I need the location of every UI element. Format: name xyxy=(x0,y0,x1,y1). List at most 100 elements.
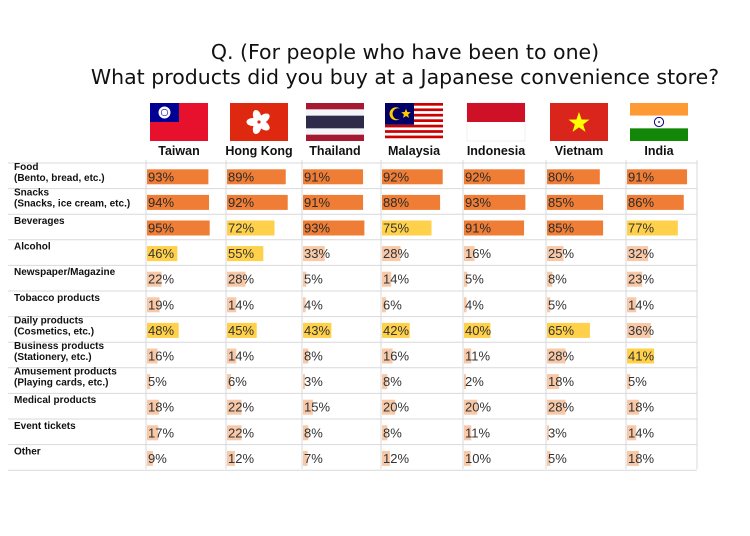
value-label: 94% xyxy=(148,195,174,210)
value-label: 18% xyxy=(148,400,174,415)
value-bar xyxy=(147,194,210,210)
value-label: 18% xyxy=(628,400,654,415)
value-label: 91% xyxy=(628,169,654,184)
value-bar xyxy=(382,220,432,236)
value-bar xyxy=(464,246,475,262)
value-label: 12% xyxy=(228,451,254,466)
row-label-event-tickets: Event tickets xyxy=(14,421,76,432)
value-bar xyxy=(547,271,553,287)
value-label: 6% xyxy=(383,297,402,312)
value-label: 18% xyxy=(548,374,574,389)
value-label: 55% xyxy=(228,246,254,261)
value-bar xyxy=(464,374,466,390)
value-label: 16% xyxy=(148,349,174,364)
value-label: 89% xyxy=(228,169,254,184)
value-label: 20% xyxy=(383,400,409,415)
value-bar xyxy=(303,374,305,390)
value-bar xyxy=(147,348,158,364)
value-label: 28% xyxy=(548,400,574,415)
value-bar xyxy=(382,169,443,185)
value-bar xyxy=(464,220,525,236)
value-bar xyxy=(627,450,639,466)
value-bar xyxy=(627,297,637,313)
value-bar xyxy=(147,450,153,466)
value-label: 22% xyxy=(148,272,174,287)
value-bar xyxy=(227,399,242,415)
value-bar xyxy=(382,425,388,441)
value-bar xyxy=(227,322,257,338)
row-label-medical-products: Medical products xyxy=(14,395,97,406)
value-label: 14% xyxy=(628,297,654,312)
value-bar xyxy=(147,271,162,287)
value-label: 88% xyxy=(383,195,409,210)
value-label: 77% xyxy=(628,221,654,236)
value-label: 8% xyxy=(383,374,402,389)
flag-hong-kong xyxy=(230,103,288,141)
value-bar xyxy=(303,297,306,313)
value-label: 5% xyxy=(628,374,647,389)
value-bar xyxy=(627,322,651,338)
value-label: 85% xyxy=(548,195,574,210)
row-label-snacks: Snacks (Snacks, ice cream, etc.) xyxy=(14,187,130,209)
value-label: 14% xyxy=(628,425,654,440)
row-label-daily-products: Daily products (Cosmetics, etc.) xyxy=(14,315,94,337)
value-bar xyxy=(464,450,471,466)
value-bar xyxy=(464,322,491,338)
value-bar xyxy=(227,169,286,185)
value-bar xyxy=(382,297,386,313)
value-bar xyxy=(547,450,551,466)
value-bar xyxy=(464,425,472,441)
column-header-hong-kong: Hong Kong xyxy=(225,144,292,158)
value-bar xyxy=(147,220,210,236)
value-label: 8% xyxy=(304,349,323,364)
value-label: 17% xyxy=(148,425,174,440)
value-label: 14% xyxy=(383,272,409,287)
value-label: 12% xyxy=(383,451,409,466)
value-label: 91% xyxy=(304,195,330,210)
value-bar xyxy=(382,450,390,466)
row-label-newspaper-magazine: Newspaper/Magazine xyxy=(14,267,116,278)
value-label: 48% xyxy=(148,323,174,338)
value-label: 2% xyxy=(465,374,484,389)
value-bar xyxy=(627,220,678,236)
value-bar xyxy=(627,374,631,390)
row-label-food: Food (Bento, bread, etc.) xyxy=(14,162,105,184)
value-bar xyxy=(627,271,643,287)
flag-malaysia xyxy=(385,103,443,142)
value-label: 14% xyxy=(228,297,254,312)
row-label-beverages: Beverages xyxy=(14,216,65,227)
flag-thailand xyxy=(306,103,364,141)
title-line-1: Q. (For people who have been to one) xyxy=(210,40,600,64)
value-bar xyxy=(627,399,639,415)
value-label: 28% xyxy=(548,349,574,364)
value-label: 80% xyxy=(548,169,574,184)
value-label: 25% xyxy=(548,246,574,261)
value-label: 42% xyxy=(383,323,409,338)
value-bar xyxy=(147,374,151,390)
value-bar xyxy=(303,450,308,466)
value-label: 36% xyxy=(628,323,654,338)
value-label: 4% xyxy=(304,297,323,312)
value-bar xyxy=(303,399,313,415)
value-bar xyxy=(382,246,401,262)
value-bar xyxy=(382,374,388,390)
row-label-other: Other xyxy=(14,446,41,457)
value-label: 5% xyxy=(304,272,323,287)
value-label: 75% xyxy=(383,221,409,236)
value-label: 65% xyxy=(548,323,574,338)
value-bar xyxy=(227,297,237,313)
value-label: 6% xyxy=(228,374,247,389)
value-bar xyxy=(147,246,178,262)
row-label-amusement-products: Amusement products (Playing cards, etc.) xyxy=(14,367,117,389)
value-label: 91% xyxy=(465,221,491,236)
value-label: 33% xyxy=(304,246,330,261)
column-header-indonesia: Indonesia xyxy=(467,144,526,158)
value-bar xyxy=(227,271,246,287)
flag-taiwan xyxy=(150,103,208,141)
value-label: 8% xyxy=(304,425,323,440)
value-label: 11% xyxy=(465,349,490,364)
value-label: 32% xyxy=(628,246,654,261)
value-label: 5% xyxy=(465,272,484,287)
value-label: 43% xyxy=(304,323,330,338)
